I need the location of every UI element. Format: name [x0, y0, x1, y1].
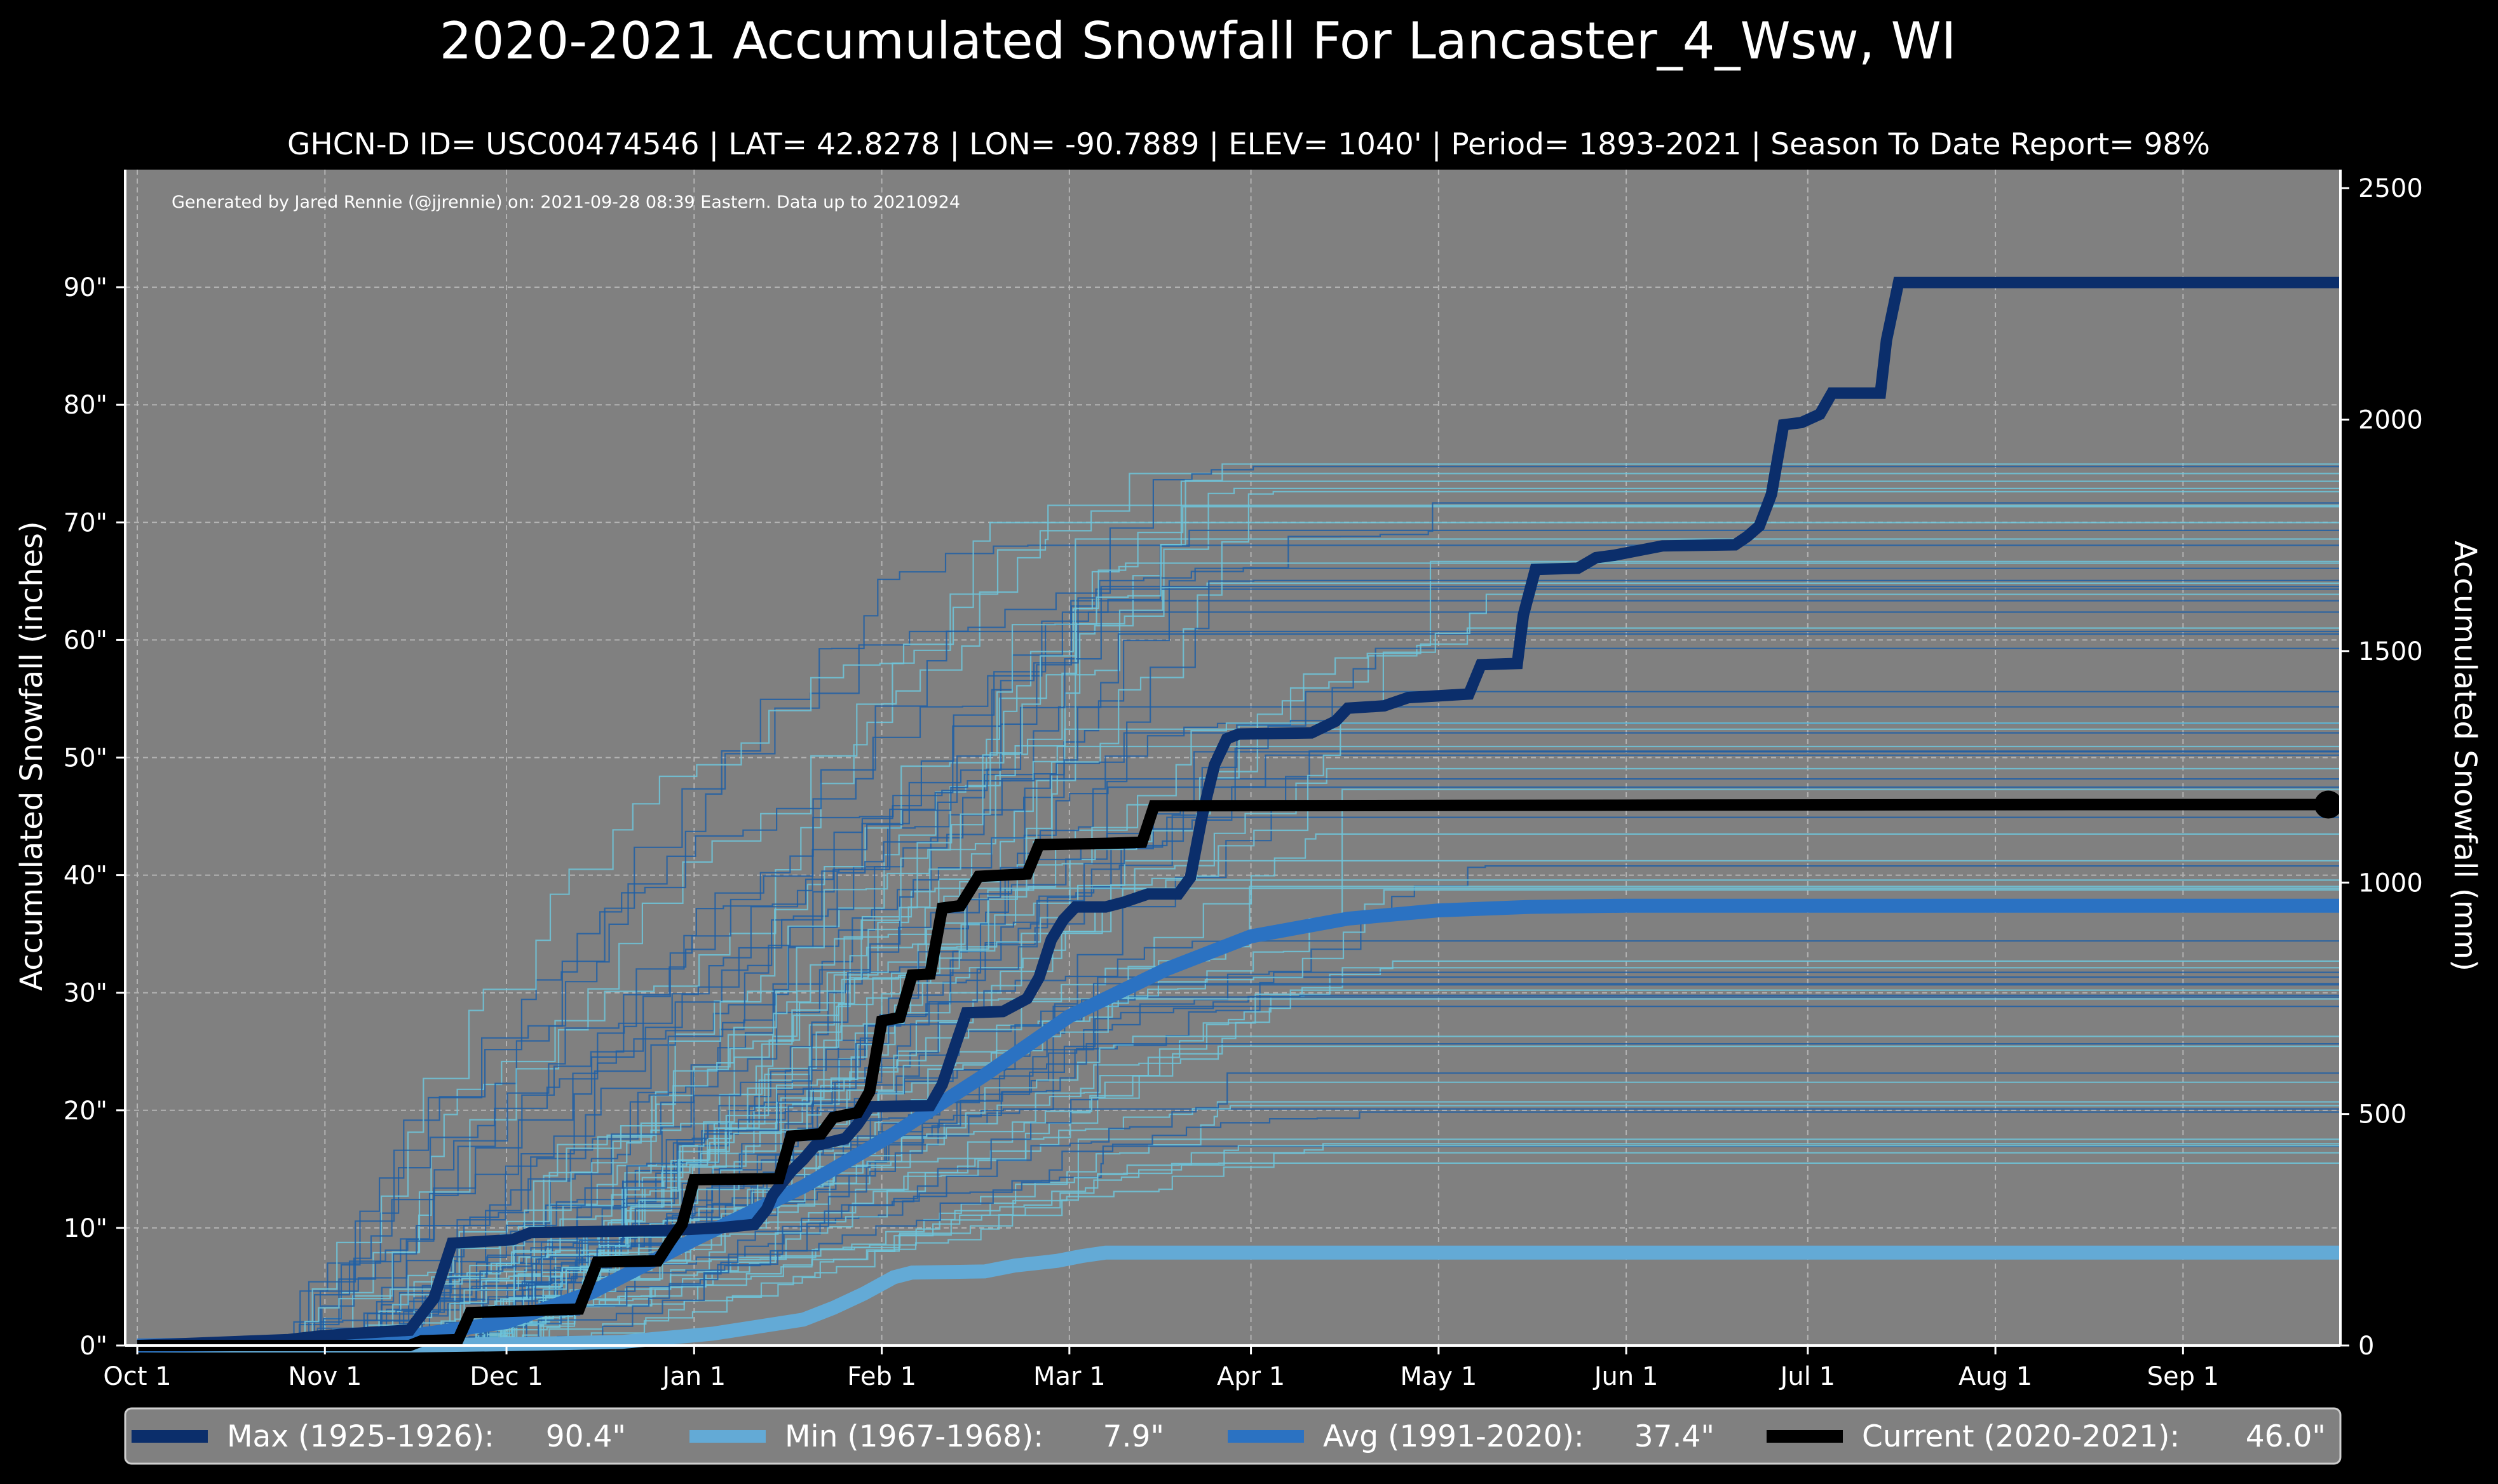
historical-season-line [137, 522, 2340, 1347]
current-season-end-marker [2314, 790, 2342, 819]
chart-title: 2020-2021 Accumulated Snowfall For Lanca… [440, 11, 1957, 71]
legend-value-avg: 37.4" [1634, 1419, 1714, 1454]
historical-season-line [137, 506, 2340, 1347]
legend-label-max: Max (1925-1926): [227, 1419, 494, 1454]
legend-value-min: 7.9" [1103, 1419, 1164, 1454]
historical-season-line [137, 588, 2340, 1347]
historical-season-line [137, 971, 2340, 1347]
historical-season-line [137, 732, 2340, 1347]
y-left-tick-label: 50" [64, 744, 107, 773]
legend-value-max: 90.4" [546, 1419, 626, 1454]
y-left-tick-label: 30" [64, 979, 107, 1008]
x-tick-label: Sep 1 [2147, 1362, 2220, 1391]
legend: Max (1925-1926): 90.4" Min (1967-1968): 7.9… [124, 1407, 2342, 1465]
legend-label-current: Current (2020-2021): [1862, 1419, 2180, 1454]
historical-season-line [137, 627, 2340, 1347]
x-tick-label: Jan 1 [660, 1362, 726, 1391]
y-left-tick-label: 40" [64, 861, 107, 891]
y-left-tick-label: 20" [64, 1096, 107, 1126]
historical-season-line [137, 579, 2340, 1347]
historical-season-line [137, 473, 2340, 1347]
y-axis-left-label: Accumulated Snowfall (inches) [14, 521, 50, 991]
historical-season-line [137, 633, 2340, 1347]
historical-season-line [137, 722, 2340, 1347]
y-axis-right-label: Accumulated Snowfall (mm) [2447, 541, 2483, 971]
plot-area [125, 170, 2342, 1352]
historical-season-line [137, 1035, 2340, 1347]
x-tick-label: Aug 1 [1958, 1362, 2032, 1391]
avg-series-line [137, 898, 2340, 1352]
y-right-tick-label: 0 [2358, 1332, 2374, 1361]
y-left-tick-label: 70" [64, 508, 107, 537]
historical-season-line [137, 706, 2340, 1347]
y-left-tick-label: 10" [64, 1214, 107, 1243]
historical-season-line [137, 630, 2340, 1347]
y-right-tick-label: 1500 [2358, 637, 2423, 666]
min-series-line [137, 1245, 2340, 1352]
historical-season-line [137, 466, 2340, 1347]
historical-season-line [137, 586, 2340, 1347]
x-tick-label: Apr 1 [1217, 1362, 1285, 1391]
y-axis-left-ticks: 0" 10" 20" 30" 40" 50" 60" 70" 80" 90" [64, 273, 125, 1361]
y-axis-right-ticks: 0 500 1000 1500 2000 2500 [2340, 174, 2423, 1361]
historical-season-line [137, 983, 2340, 1347]
x-tick-label: Dec 1 [470, 1362, 543, 1391]
historical-season-line [137, 722, 2340, 1347]
current-series-line [137, 799, 2328, 1351]
highlight-series [137, 276, 2342, 1352]
historical-season-line [137, 778, 2340, 1347]
chart-subtitle: GHCN-D ID= USC00474546 | LAT= 42.8278 | … [287, 127, 2210, 162]
x-tick-label: Jul 1 [1779, 1362, 1835, 1391]
historical-season-lines [137, 463, 2340, 1347]
x-tick-label: Nov 1 [288, 1362, 362, 1391]
historical-season-line [137, 562, 2340, 1347]
y-right-tick-label: 2500 [2358, 174, 2423, 203]
y-right-tick-label: 500 [2358, 1100, 2406, 1130]
historical-season-line [137, 691, 2340, 1347]
y-right-tick-label: 1000 [2358, 868, 2423, 898]
y-right-tick-label: 2000 [2358, 406, 2423, 435]
y-left-tick-label: 0" [79, 1332, 107, 1361]
historical-season-line [137, 889, 2340, 1347]
legend-value-current: 46.0" [2246, 1419, 2326, 1454]
grid-lines [125, 170, 2340, 1346]
y-left-tick-label: 80" [64, 391, 107, 420]
y-left-tick-label: 60" [64, 626, 107, 655]
x-tick-label: Oct 1 [103, 1362, 171, 1391]
historical-season-line [137, 463, 2340, 1347]
y-left-tick-label: 90" [64, 273, 107, 302]
max-series-line [137, 276, 2340, 1351]
historical-season-line [137, 502, 2340, 1347]
legend-label-min: Min (1967-1968): [785, 1419, 1043, 1454]
historical-season-line [137, 786, 2340, 1347]
x-tick-label: Mar 1 [1033, 1362, 1106, 1391]
historical-season-line [137, 1138, 2340, 1347]
historical-season-line [137, 611, 2340, 1347]
x-tick-label: Jun 1 [1592, 1362, 1659, 1391]
x-tick-label: Feb 1 [847, 1362, 916, 1391]
historical-season-line [137, 529, 2340, 1347]
x-tick-label: May 1 [1400, 1362, 1477, 1391]
historical-season-line [137, 860, 2340, 1347]
credit-annotation: Generated by Jared Rennie (@jjrennie) on… [172, 192, 960, 212]
legend-label-avg: Avg (1991-2020): [1323, 1419, 1584, 1454]
x-axis-ticks: Oct 1 Nov 1 Dec 1 Jan 1 Feb 1 Mar 1 Apr 1 May 1… [103, 1346, 2219, 1391]
